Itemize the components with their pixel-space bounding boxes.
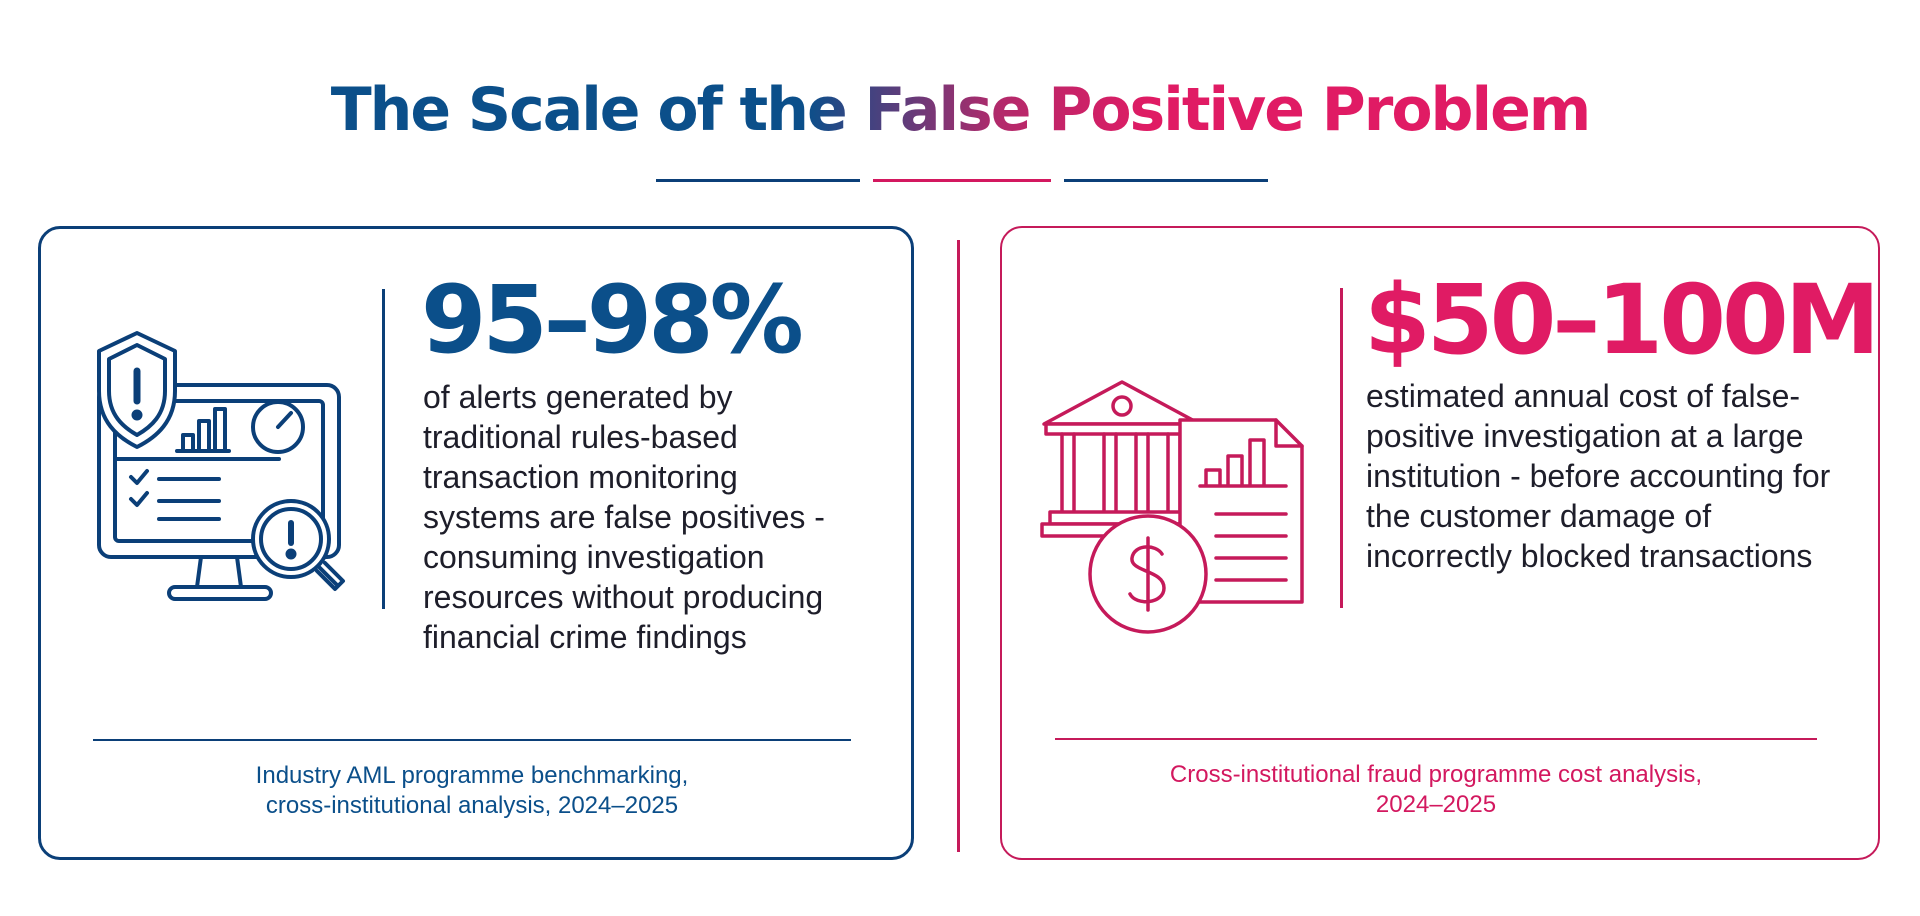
left-card-source-divider — [93, 739, 851, 741]
false-positive-rate-stat: 95–98% — [421, 266, 804, 375]
false-positive-rate-description: of alerts generated by traditional rules… — [423, 379, 825, 655]
right-card-source-line-2: 2024–2025 — [1375, 791, 1497, 818]
title-underline-left — [656, 179, 860, 182]
right-card-source: Cross-institutional fraud programme cost… — [1055, 760, 1817, 820]
center-divider — [957, 240, 960, 852]
investigation-cost-card: $50–100M estimated annual cost of false-… — [1000, 226, 1880, 860]
left-card-source-line-1: Industry AML programme benchmarking, — [255, 762, 689, 789]
right-card-source-line-1: Cross-institutional fraud programme cost… — [1169, 761, 1703, 788]
monitor-shield-magnifier-icon — [79, 329, 349, 619]
bank-document-dollar-icon — [1036, 378, 1326, 648]
right-card-vertical-rule — [1340, 288, 1343, 608]
page-title: The Scale of the False Positive Problem — [0, 70, 1920, 150]
investigation-cost-description: estimated annual cost of false-positive … — [1366, 378, 1831, 574]
title-underline-middle — [873, 179, 1051, 182]
right-card-source-divider — [1055, 738, 1817, 740]
title-underline-right — [1064, 179, 1268, 182]
investigation-cost-stat: $50–100M — [1364, 264, 1880, 376]
false-positive-rate-card: 95–98% of alerts generated by traditiona… — [38, 226, 914, 860]
left-card-source: Industry AML programme benchmarking, cro… — [93, 761, 851, 821]
left-card-vertical-rule — [382, 289, 385, 609]
left-card-source-line-2: cross-institutional analysis, 2024–2025 — [265, 792, 679, 819]
